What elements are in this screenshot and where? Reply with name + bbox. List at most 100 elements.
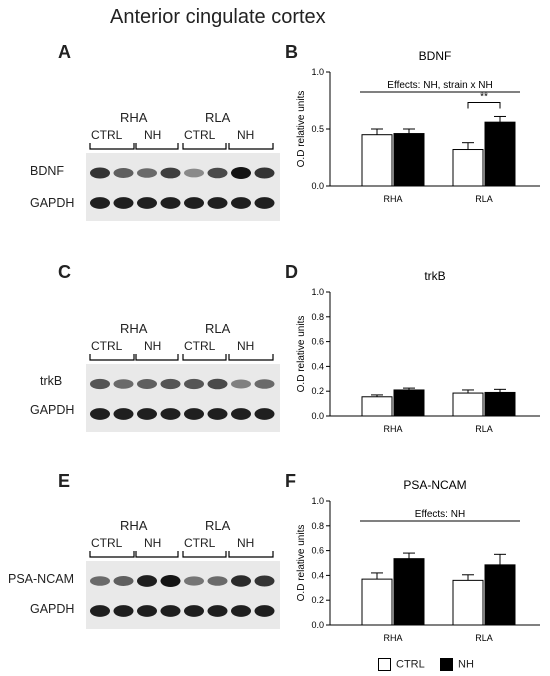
band-trkb-8 [254,379,275,389]
band-psa-ncam-8 [254,575,275,587]
band-gapdh-4 [160,605,181,617]
band-bdnf-1 [90,167,110,179]
band-gapdh-3 [137,408,157,420]
chart-title: PSA-NCAM [403,478,466,492]
y-tick-label: 0.8 [311,521,324,531]
band-gapdh-7 [231,605,251,617]
chart-trkb: trkB 0.0 0.2 0.4 0.6 0.8 1.0 O.D relative units… [296,269,540,434]
band-psa-ncam-3 [137,575,157,587]
band-gapdh-6 [207,408,228,420]
y-axis-label: O.D relative units [296,316,307,393]
blot-a-group-rla: RLA [205,110,231,125]
y-tick-label: 1.0 [311,67,324,77]
significance-bracket [467,101,501,109]
band-gapdh-7 [231,197,251,209]
effects-label: Effects: NH, strain x NH [387,80,492,91]
band-psa-ncam-7 [231,575,251,587]
chart-bdnf: BDNF 0.0 0.5 1.0 O.D relative units RHA RLA Eff… [296,49,540,204]
y-tick-label: 0.0 [311,411,324,421]
bar-ctrl-rla [452,392,484,417]
y-tick-label: 1.0 [311,496,324,506]
band-gapdh-2 [113,605,134,617]
blot-a-image [86,143,280,221]
effects-label: Effects: NH [415,509,465,520]
legend-nh-label: NH [458,658,474,671]
band-psa-ncam-2 [113,576,134,586]
panel-letter-d: D [285,262,298,282]
y-tick-label: 0.6 [311,546,324,556]
band-gapdh-1 [90,408,110,420]
blot-a-cond-4: NH [237,128,255,142]
y-axis-label: O.D relative units [296,91,307,168]
legend-ctrl-label: CTRL [396,658,425,671]
blot-e-cond-1: CTRL [91,536,123,550]
band-gapdh-5 [184,605,204,617]
y-tick-label: 0.4 [311,570,324,580]
x-tick-label: RHA [383,424,402,434]
band-trkb-4 [160,378,181,390]
blot-c-group-rla: RLA [205,321,231,336]
band-gapdh-6 [207,605,228,617]
blot-e-image [86,551,280,629]
band-trkb-3 [137,379,157,389]
blot-e-cond-4: NH [237,536,255,550]
band-bdnf-3 [137,168,157,178]
x-tick-label: RHA [383,633,402,643]
band-gapdh-7 [231,408,251,420]
bar-ctrl-rla [452,579,484,626]
band-psa-ncam-4 [160,575,181,587]
figure-title: Anterior cingulate cortex [110,6,326,28]
x-tick-label: RLA [475,633,493,643]
bar-ctrl-rla [452,149,484,187]
bar-nh-rla [484,391,516,417]
blot-a-bands [90,167,275,209]
band-bdnf-8 [254,167,275,179]
blot-a-row-bdnf: BDNF [30,164,65,178]
y-tick-label: 0.0 [311,181,324,191]
band-gapdh-3 [137,605,157,617]
band-gapdh-4 [160,197,181,209]
y-tick-label: 0.5 [311,124,324,134]
band-gapdh-8 [254,605,275,617]
y-axis-label: O.D relative units [296,525,307,602]
band-gapdh-5 [184,408,204,420]
band-psa-ncam-6 [207,576,228,586]
blot-e-row-psa-ncam: PSA-NCAM [8,572,74,586]
y-tick-label: 0.4 [311,361,324,371]
band-trkb-1 [90,378,110,390]
band-bdnf-6 [207,167,228,179]
blot-c-image [86,354,280,432]
y-tick-label: 0.2 [311,595,324,605]
blot-c-cond-4: NH [237,339,255,353]
bar-nh-rla [484,564,516,626]
panel-letter-c: C [58,262,71,282]
y-tick-label: 0.6 [311,337,324,347]
blot-c-row-trkb: trkB [40,374,63,388]
band-bdnf-4 [160,167,181,179]
chart-title: trkB [424,269,445,283]
bar-ctrl-rha [361,134,393,187]
blot-e-group-rla: RLA [205,518,231,533]
band-bdnf-7 [231,167,251,179]
blot-c-group-rha: RHA [120,321,148,336]
y-tick-label: 0.8 [311,312,324,322]
blot-c-row-gapdh: GAPDH [30,403,75,417]
bar-ctrl-rha [361,396,393,417]
blot-c-cond-2: NH [144,339,162,353]
band-gapdh-2 [113,408,134,420]
chart-title: BDNF [419,49,452,63]
chart-psa-ncam: PSA-NCAM 0.0 0.2 0.4 0.6 0.8 1.0 O.D relative u… [296,478,540,643]
y-tick-label: 0.2 [311,386,324,396]
panel-letter-f: F [285,471,296,491]
legend-nh-swatch [440,658,453,671]
bar-nh-rha [393,133,425,187]
bar-ctrl-rha [361,578,393,626]
blot-e-row-gapdh: GAPDH [30,602,75,616]
y-tick-label: 1.0 [311,287,324,297]
band-psa-ncam-1 [90,576,110,586]
blot-e-cond-2: NH [144,536,162,550]
band-psa-ncam-5 [184,576,204,586]
legend-ctrl: CTRL [378,658,425,671]
band-trkb-2 [113,379,134,389]
band-trkb-7 [231,379,251,389]
